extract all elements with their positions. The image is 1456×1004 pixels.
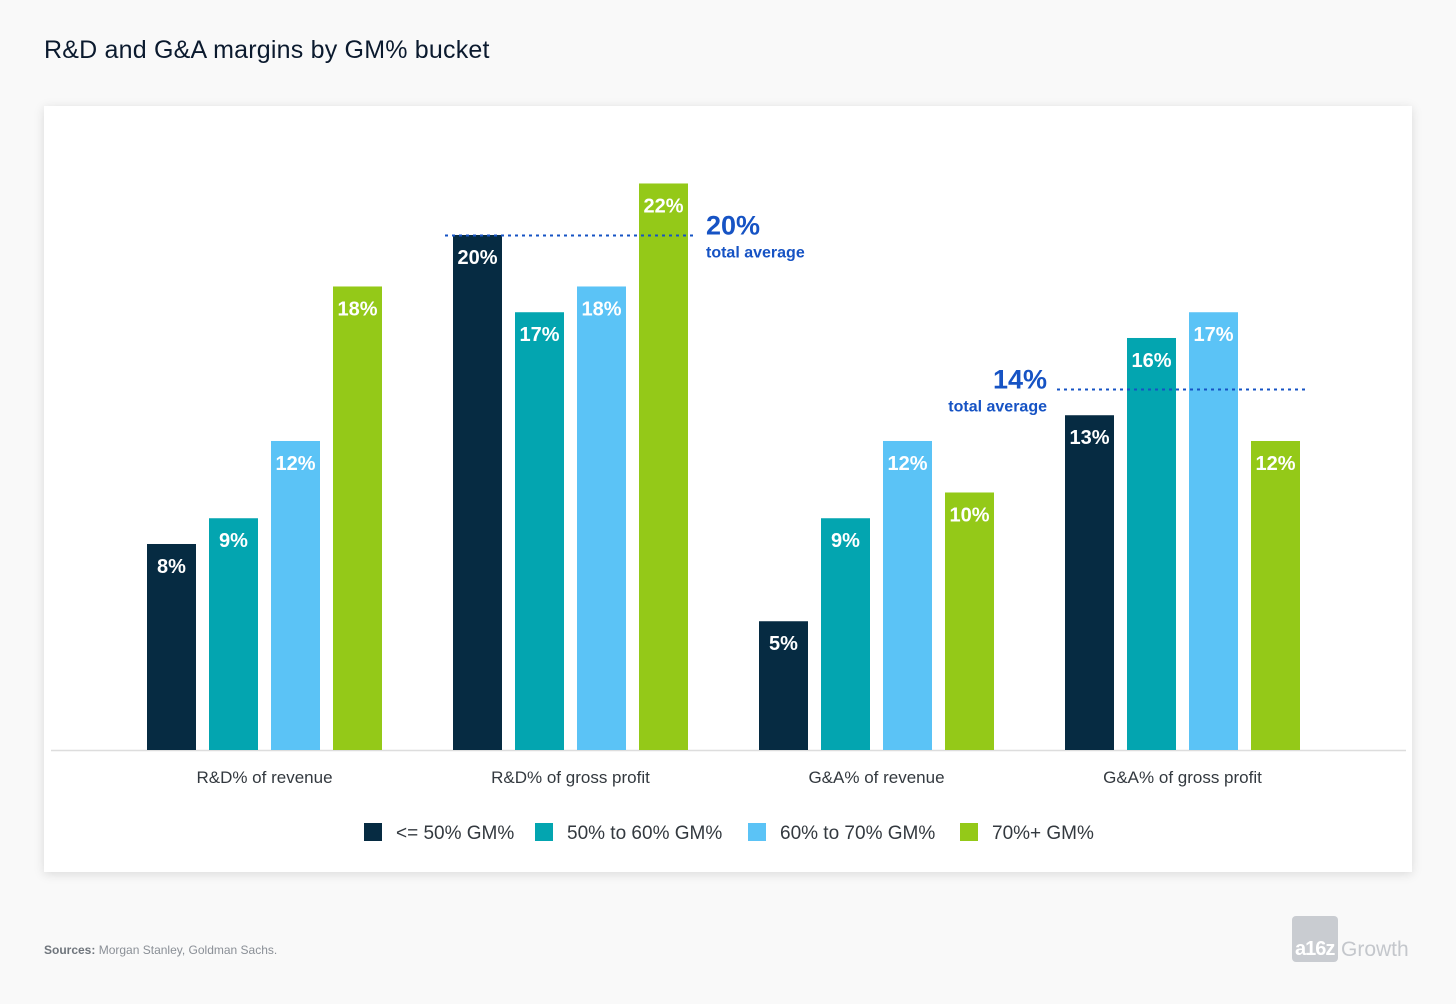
logo-word: Growth <box>1341 938 1409 961</box>
bar <box>945 492 994 750</box>
bar <box>759 621 808 750</box>
bar-value-label: 9% <box>831 530 860 552</box>
bar <box>1189 312 1238 750</box>
bar <box>1127 337 1176 750</box>
bar-value-label: 16% <box>1131 350 1171 372</box>
bar-value-label: 12% <box>887 453 927 475</box>
bar <box>821 518 870 750</box>
bar-value-label: 5% <box>769 633 798 655</box>
average-caption: total average <box>948 399 1047 416</box>
bar <box>883 440 932 750</box>
sources-label: Sources: <box>44 943 96 957</box>
bar <box>1065 415 1114 750</box>
legend-label: 60% to 70% GM% <box>780 823 935 844</box>
a16z-growth-logo: a16z Growth <box>1292 916 1409 962</box>
sources-note: Sources: Morgan Stanley, Goldman Sachs. <box>44 943 277 957</box>
legend-label: 50% to 60% GM% <box>567 823 722 844</box>
logo-mark: a16z <box>1292 916 1338 962</box>
category-label: R&D% of gross profit <box>491 768 650 787</box>
legend-swatch <box>364 823 382 841</box>
bar <box>271 440 320 750</box>
bar <box>209 518 258 750</box>
logo-mark-text: a16z <box>1295 938 1335 960</box>
bar-chart: 8% 9% 12% 18% R&D% of revenue 20% 17% 18% 22% R&D… <box>51 183 1406 844</box>
category-label: R&D% of revenue <box>196 768 332 787</box>
bar <box>147 543 196 750</box>
category-label: G&A% of revenue <box>808 768 944 787</box>
category-label: G&A% of gross profit <box>1103 768 1262 787</box>
legend-swatch <box>748 823 766 841</box>
bar-value-label: 17% <box>519 324 559 346</box>
bar <box>453 234 502 751</box>
bar <box>639 183 688 751</box>
average-value: 14% <box>993 365 1047 395</box>
average-value: 20% <box>706 211 760 241</box>
page-title: R&D and G&A margins by GM% bucket <box>44 36 490 64</box>
legend-swatch <box>960 823 978 841</box>
legend-label: 70%+ GM% <box>992 823 1094 844</box>
chart-card: 8% 9% 12% 18% R&D% of revenue 20% 17% 18% 22% R&D… <box>44 106 1412 872</box>
bar-value-label: 18% <box>337 298 377 320</box>
bar-value-label: 13% <box>1069 427 1109 449</box>
bar <box>1251 440 1300 750</box>
bar-value-label: 12% <box>1255 453 1295 475</box>
bar-value-label: 20% <box>457 247 497 269</box>
legend-swatch <box>535 823 553 841</box>
bar-value-label: 17% <box>1193 324 1233 346</box>
bar-value-label: 8% <box>157 556 186 578</box>
bar-value-label: 9% <box>219 530 248 552</box>
average-caption: total average <box>706 245 805 262</box>
bar-value-label: 12% <box>275 453 315 475</box>
bar-value-label: 18% <box>581 298 621 320</box>
sources-text: Morgan Stanley, Goldman Sachs. <box>98 943 278 957</box>
bar <box>515 312 564 750</box>
bar <box>333 286 382 750</box>
legend-label: <= 50% GM% <box>396 823 514 844</box>
bar-value-label: 22% <box>643 195 683 217</box>
bar-value-label: 10% <box>949 504 989 526</box>
bar <box>577 286 626 750</box>
